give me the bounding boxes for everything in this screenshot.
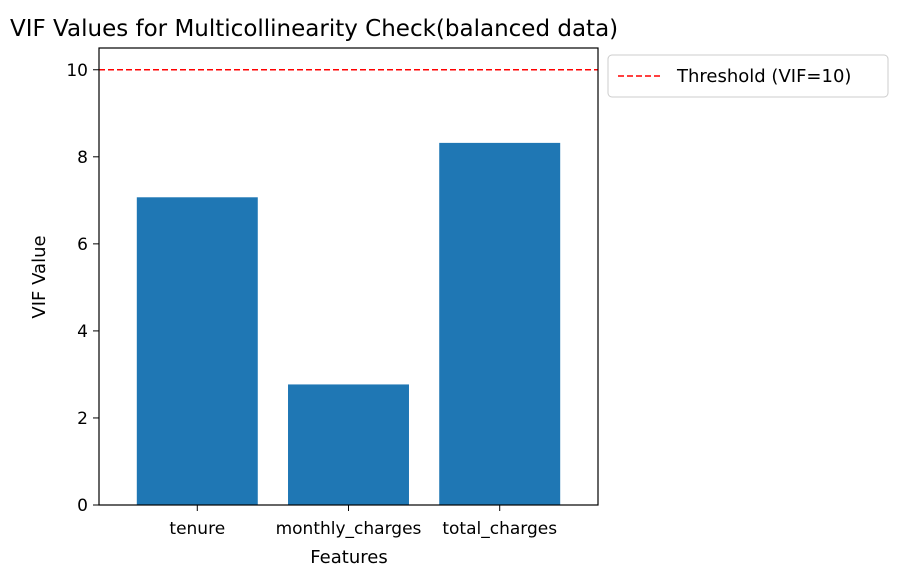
bar-monthly-charges <box>288 384 409 505</box>
chart-title: VIF Values for Multicollinearity Check(b… <box>10 16 618 42</box>
x-tick-label: total_charges <box>442 519 557 539</box>
y-tick-label: 0 <box>77 496 88 516</box>
bar-tenure <box>136 197 258 505</box>
y-axis-ticks: 0 2 4 6 8 10 <box>66 61 99 516</box>
y-tick-label: 8 <box>77 148 88 168</box>
bars-group <box>136 142 561 506</box>
y-tick-label: 10 <box>66 61 88 81</box>
legend-threshold-label: Threshold (VIF=10) <box>676 66 851 87</box>
x-tick-label: tenure <box>169 519 225 539</box>
bar-total-charges <box>439 142 561 506</box>
x-tick-label: monthly_charges <box>276 519 422 539</box>
y-axis-label: VIF Value <box>29 235 50 318</box>
x-axis-label: Features <box>310 547 387 568</box>
legend: Threshold (VIF=10) <box>607 54 889 98</box>
y-tick-label: 4 <box>77 322 88 342</box>
x-axis-ticks: tenure monthly_charges total_charges <box>169 505 557 539</box>
y-tick-label: 2 <box>77 409 88 429</box>
y-tick-label: 6 <box>77 235 88 255</box>
legend-box <box>607 54 889 98</box>
